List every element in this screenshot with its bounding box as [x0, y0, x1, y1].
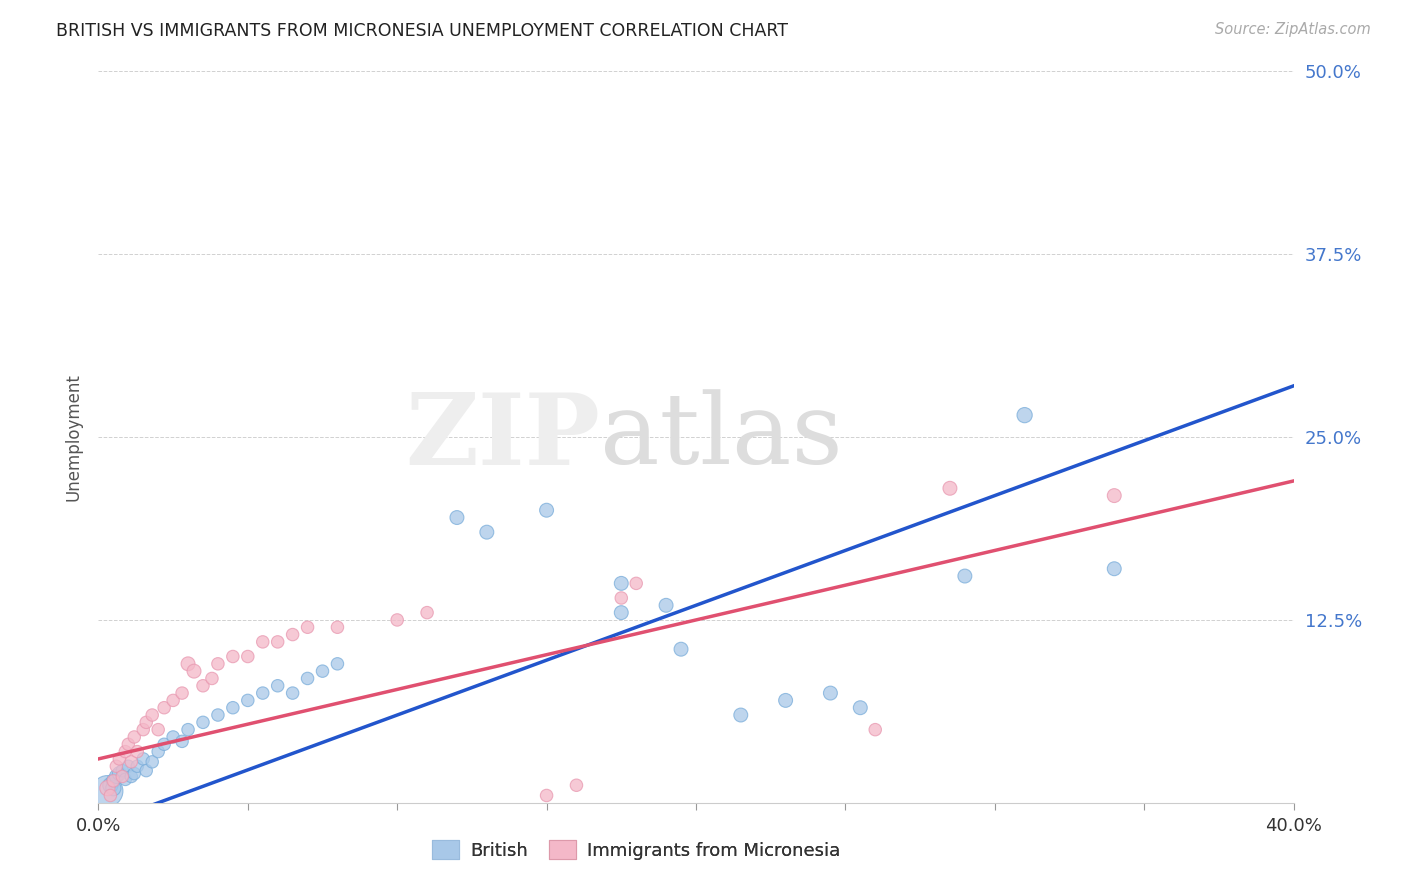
Point — [626, 576, 648, 591]
Point — [281, 686, 304, 700]
Point — [281, 627, 304, 641]
Point — [385, 613, 409, 627]
Point — [326, 657, 349, 671]
Point — [655, 599, 678, 613]
Point — [267, 635, 290, 649]
Point — [297, 620, 319, 634]
Point — [148, 723, 170, 737]
Point — [416, 606, 439, 620]
Point — [108, 752, 131, 766]
Point — [236, 649, 259, 664]
Text: ZIP: ZIP — [405, 389, 600, 485]
Point — [207, 657, 229, 671]
Point — [297, 672, 319, 686]
Point — [148, 745, 170, 759]
Point — [124, 730, 146, 744]
Point — [775, 693, 797, 707]
Point — [326, 620, 349, 634]
Point — [191, 715, 214, 730]
Point — [183, 664, 205, 678]
Point — [141, 755, 163, 769]
Point — [252, 635, 274, 649]
Point — [267, 679, 290, 693]
Point — [103, 781, 125, 796]
Point — [177, 657, 200, 671]
Point — [103, 773, 125, 788]
Point — [120, 769, 142, 783]
Point — [105, 759, 128, 773]
Point — [141, 708, 163, 723]
Point — [610, 576, 633, 591]
Point — [669, 642, 692, 657]
Point — [114, 772, 136, 787]
Point — [98, 778, 122, 792]
Point — [98, 789, 122, 803]
Point — [96, 784, 118, 798]
Point — [117, 759, 139, 773]
Point — [162, 730, 184, 744]
Text: Source: ZipAtlas.com: Source: ZipAtlas.com — [1215, 22, 1371, 37]
Point — [1014, 408, 1036, 422]
Point — [820, 686, 842, 700]
Point — [135, 764, 157, 778]
Point — [162, 693, 184, 707]
Point — [127, 759, 149, 773]
Point — [953, 569, 976, 583]
Point — [135, 715, 157, 730]
Legend: British, Immigrants from Micronesia: British, Immigrants from Micronesia — [425, 833, 848, 867]
Point — [132, 752, 155, 766]
Point — [565, 778, 588, 792]
Point — [536, 789, 558, 803]
Point — [610, 606, 633, 620]
Point — [132, 723, 155, 737]
Point — [1104, 562, 1126, 576]
Point — [105, 769, 128, 783]
Point — [117, 737, 139, 751]
Point — [1104, 489, 1126, 503]
Point — [475, 525, 498, 540]
Point — [849, 700, 872, 714]
Point — [610, 591, 633, 605]
Point — [536, 503, 558, 517]
Point — [96, 781, 118, 796]
Point — [103, 773, 125, 788]
Point — [222, 649, 245, 664]
Point — [127, 745, 149, 759]
Point — [939, 481, 962, 495]
Point — [252, 686, 274, 700]
Point — [153, 737, 176, 751]
Point — [120, 755, 142, 769]
Point — [172, 686, 194, 700]
Point — [236, 693, 259, 707]
Point — [191, 679, 214, 693]
Point — [124, 766, 146, 780]
Point — [446, 510, 468, 524]
Point — [311, 664, 333, 678]
Point — [201, 672, 224, 686]
Y-axis label: Unemployment: Unemployment — [65, 373, 83, 501]
Point — [222, 700, 245, 714]
Point — [111, 764, 134, 778]
Point — [153, 700, 176, 714]
Point — [177, 723, 200, 737]
Point — [114, 745, 136, 759]
Point — [111, 769, 134, 783]
Point — [865, 723, 887, 737]
Point — [108, 766, 131, 780]
Point — [730, 708, 752, 723]
Text: BRITISH VS IMMIGRANTS FROM MICRONESIA UNEMPLOYMENT CORRELATION CHART: BRITISH VS IMMIGRANTS FROM MICRONESIA UN… — [56, 22, 789, 40]
Point — [207, 708, 229, 723]
Text: atlas: atlas — [600, 389, 844, 485]
Point — [172, 734, 194, 748]
